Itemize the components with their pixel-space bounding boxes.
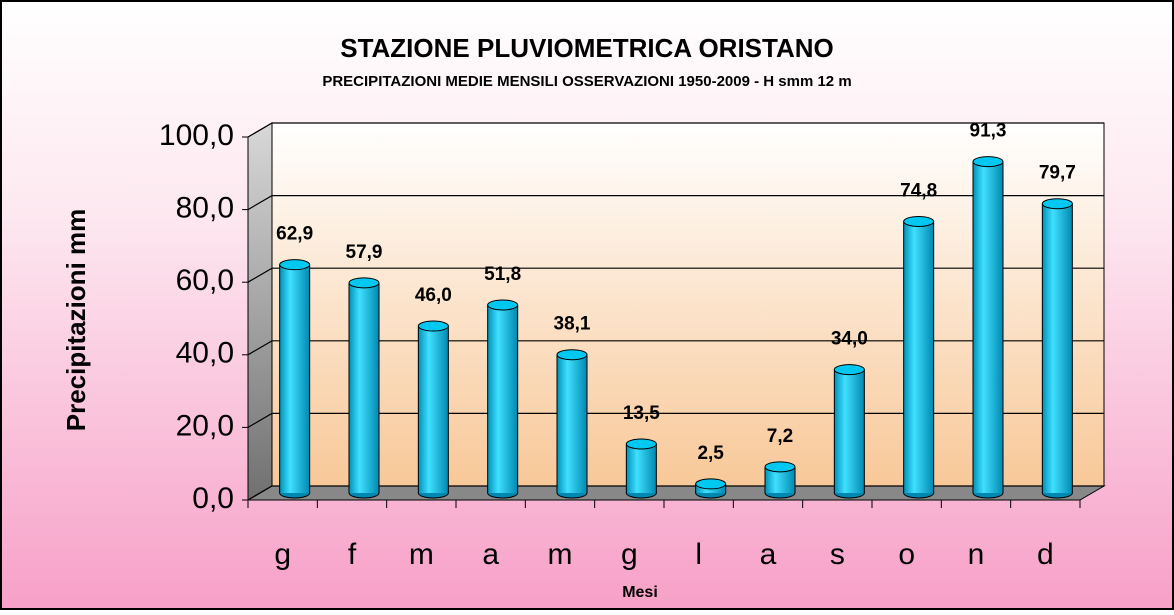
bar [417, 320, 449, 499]
side-wall [247, 122, 273, 501]
grid-line [247, 122, 1104, 138]
bar-top [1041, 198, 1073, 210]
bar [833, 364, 865, 499]
y-tick-label: 60,0 [176, 264, 234, 297]
data-label: 91,3 [970, 121, 1007, 142]
data-label: 2,5 [697, 443, 724, 464]
data-label: 46,0 [415, 285, 452, 306]
bar-top [972, 156, 1004, 168]
bar-top [348, 277, 380, 289]
grid-line [247, 267, 1104, 283]
bar-top [625, 438, 657, 450]
data-label: 74,8 [900, 180, 937, 201]
y-tick-label: 20,0 [176, 409, 234, 442]
bar-body [834, 369, 865, 493]
bar-body [349, 282, 379, 493]
grid-line [247, 340, 1104, 356]
bar-top [417, 320, 449, 332]
bar [556, 349, 588, 499]
grid-line [247, 195, 1104, 211]
bar [487, 299, 519, 499]
x-tick-label: n [968, 538, 985, 571]
bar-body [557, 354, 587, 493]
bar [279, 259, 311, 499]
bar-top [695, 478, 727, 490]
bar [1041, 198, 1073, 499]
bar-body [903, 221, 934, 493]
x-axis-title: Mesi [622, 584, 658, 601]
x-tick-label: o [898, 538, 915, 571]
bar-top [279, 259, 311, 271]
x-tick-label: m [409, 538, 434, 571]
data-label: 34,0 [831, 329, 868, 350]
bar-body [973, 161, 1003, 493]
data-label: 51,8 [484, 264, 521, 285]
x-tick-label: l [695, 538, 702, 571]
bar-top [764, 461, 796, 473]
chart-title: STAZIONE PLUVIOMETRICA ORISTANO [340, 33, 834, 63]
y-axis-title: Precipitazioni mm [61, 209, 91, 432]
y-tick-label: 40,0 [176, 337, 234, 370]
bar-body [279, 264, 310, 493]
bar-body [1042, 203, 1073, 493]
x-tick-label: m [548, 538, 573, 571]
data-label: 38,1 [554, 314, 591, 335]
bar-body [487, 304, 518, 493]
x-tick-label: a [760, 538, 777, 571]
y-tick-label: 100,0 [159, 119, 234, 152]
chart-subtitle: PRECIPITAZIONI MEDIE MENSILI OSSERVAZION… [322, 73, 851, 90]
bar [348, 277, 380, 499]
grid-line [247, 485, 1104, 501]
x-tick-label: f [348, 538, 357, 571]
x-tick-label: s [830, 538, 845, 571]
x-tick-label: d [1037, 538, 1054, 571]
bar-body [418, 326, 449, 493]
bar-body [626, 443, 657, 493]
data-label: 13,5 [623, 403, 660, 424]
grid-line [247, 412, 1104, 428]
data-label: 57,9 [346, 242, 383, 263]
bar [695, 478, 727, 499]
bar-top [833, 364, 865, 376]
x-tick-label: g [621, 538, 638, 571]
y-tick-label: 80,0 [176, 192, 234, 225]
bar-top [556, 349, 588, 361]
x-tick-label: g [274, 538, 291, 571]
x-tick-label: a [482, 538, 499, 571]
data-label: 62,9 [276, 224, 313, 245]
bar [903, 215, 935, 499]
y-tick-label: 0,0 [192, 482, 234, 515]
data-label: 79,7 [1039, 163, 1076, 184]
bar [972, 156, 1004, 499]
bar-top [903, 215, 935, 227]
bar [625, 438, 657, 499]
bar-top [487, 299, 519, 311]
bar [764, 461, 796, 499]
data-label: 7,2 [767, 426, 793, 447]
